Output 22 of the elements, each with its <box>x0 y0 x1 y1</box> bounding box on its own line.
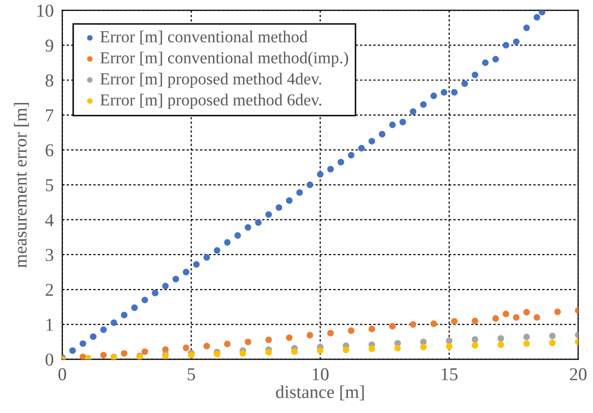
x-axis-title: distance [m] <box>276 385 364 400</box>
legend-label: Error [m] conventional method <box>100 30 308 44</box>
legend-label: Error [m] proposed method 6dev. <box>100 94 322 109</box>
y-axis-title: measurement error [m] <box>14 102 29 268</box>
legend-label: Error [m] proposed method 4dev. <box>100 72 322 88</box>
y-tick-label: 4 <box>45 214 54 226</box>
y-tick-label: 1 <box>46 318 53 331</box>
y-tick-label: 6 <box>46 144 54 156</box>
y-tick-label: 10 <box>37 4 54 17</box>
y-tick-label: 7 <box>46 109 54 122</box>
legend-label: Error [m] conventional method(imp.) <box>100 52 348 67</box>
y-tick-label: 2 <box>46 284 53 296</box>
x-tick-label: 15 <box>442 368 458 380</box>
y-tick-label: 0 <box>46 354 54 366</box>
y-tick-label: 5 <box>46 179 54 192</box>
y-tick-label: 8 <box>46 74 54 87</box>
x-tick-label: 5 <box>188 368 196 380</box>
y-tick-label: 9 <box>45 40 54 52</box>
y-tick-label: 3 <box>46 248 54 262</box>
x-tick-label: 10 <box>312 368 329 380</box>
x-tick-label: 0 <box>58 368 66 380</box>
x-tick-label: 20 <box>570 368 587 380</box>
